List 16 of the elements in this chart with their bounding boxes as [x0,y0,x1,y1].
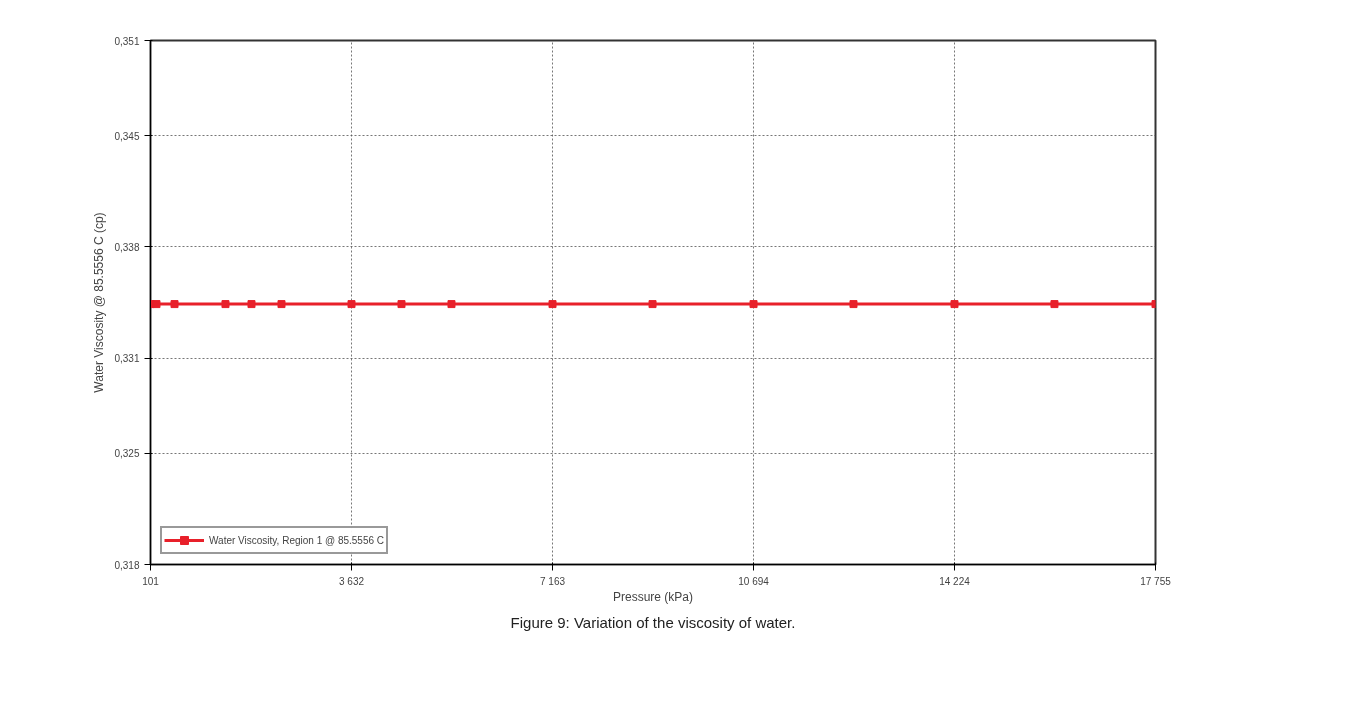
y-tick-label: 0,318 [114,559,140,571]
x-axis-title: Pressure (kPa) [612,589,694,604]
caption: Figure 9: Variation of the viscosity of water. [510,613,796,631]
x-tick-label: 14 224 [939,575,971,587]
y-axis-title: Water Viscosity @ 85.5556 C (cp) [92,212,107,393]
y-tick-label: 0,338 [114,241,140,253]
x-tick-label: 10 694 [738,575,770,587]
x-tick-label: 3 632 [339,575,365,587]
y-tick-label: 0,325 [114,448,140,460]
y-tick-label: 0,331 [114,353,140,365]
y-tick-label: 0,351 [114,35,140,47]
x-tick-label: 7 163 [540,575,566,587]
x-tick-label: 17 755 [1140,575,1172,587]
y-tick-label: 0,345 [114,130,140,142]
x-tick-label: 101 [142,575,160,587]
legend-label: Water Viscosity, Region 1 @ 85.5556 C [209,534,385,546]
